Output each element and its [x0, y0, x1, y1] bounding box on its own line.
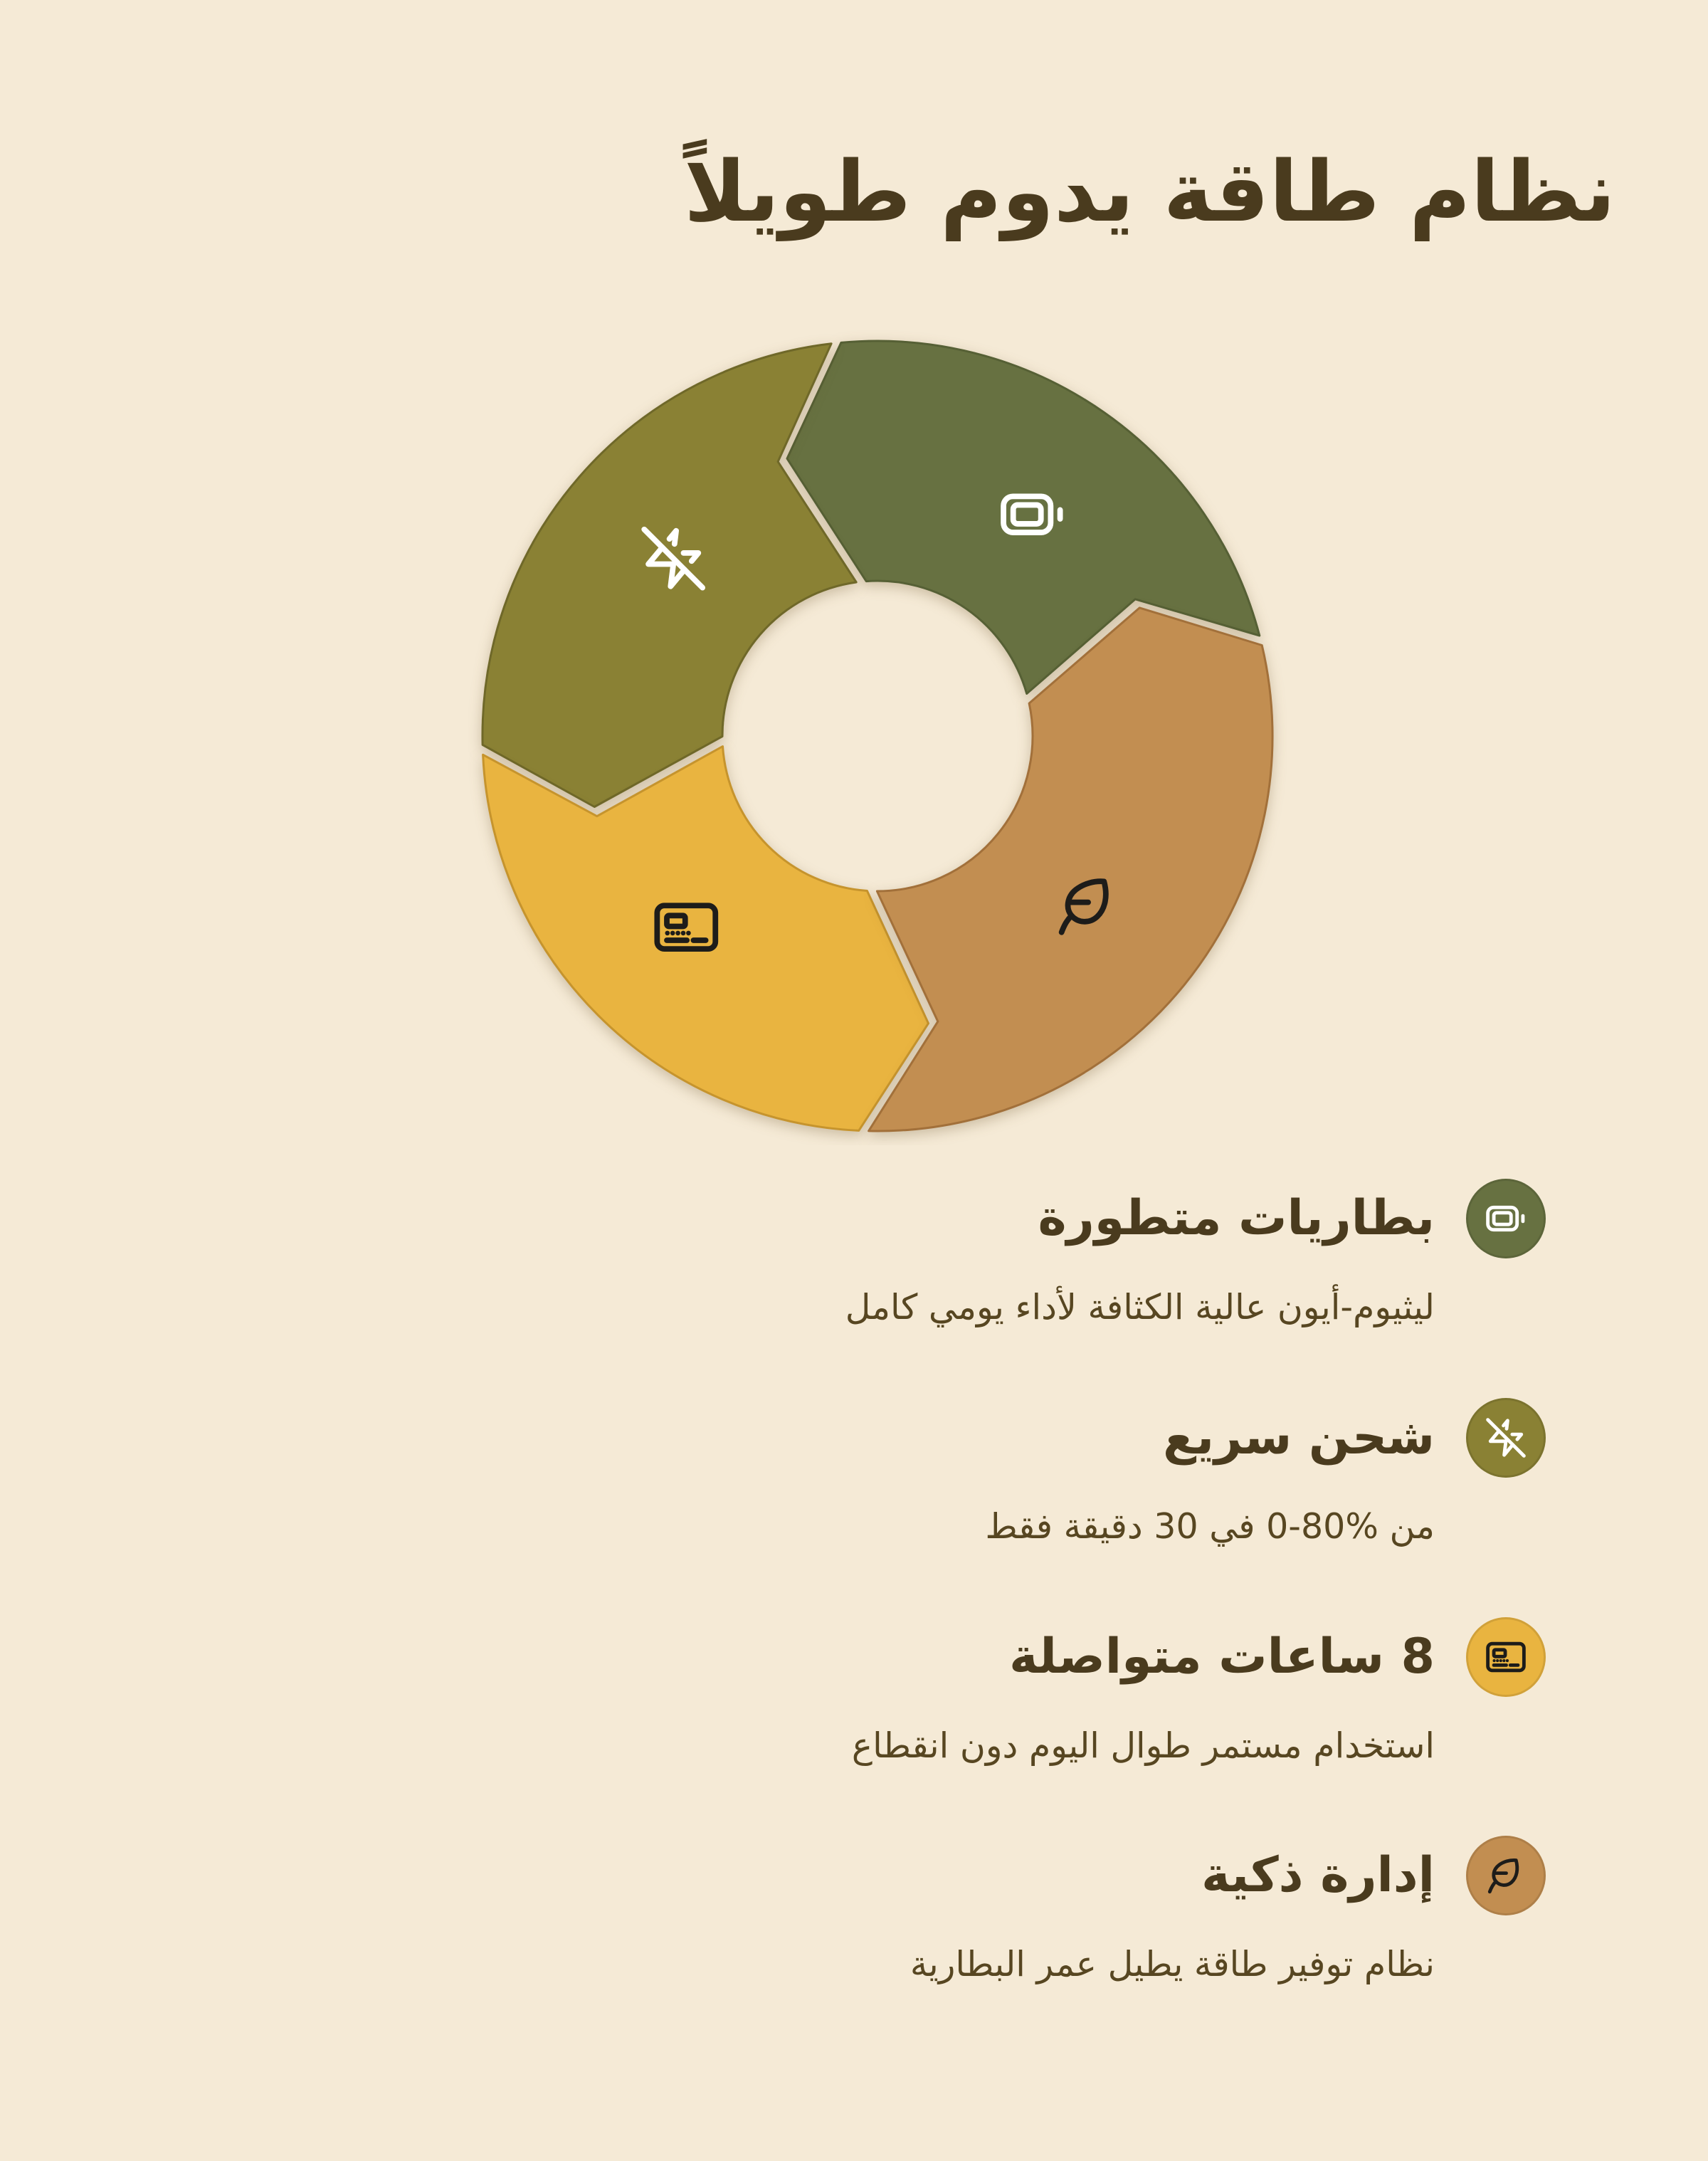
feature-subtitle: ليثيوم-أيون عالية الكثافة لأداء يومي كام… [845, 1287, 1435, 1327]
zap-off-icon [1486, 1418, 1526, 1458]
leaf-icon [1058, 878, 1109, 935]
segment-leaf [868, 606, 1274, 1132]
page-title: نظام طاقة يدوم طويلاً [684, 142, 1616, 241]
feature-title: بطاريات متطورة [1038, 1189, 1435, 1246]
meter-icon [1486, 1641, 1526, 1672]
feature-badge [1466, 1179, 1546, 1258]
feature-item: إدارة ذكية نظام توفير طاقة يطيل عمر البط… [656, 1836, 1546, 1986]
zap-off-icon [641, 526, 706, 591]
feature-item: بطاريات متطورة ليثيوم-أيون عالية الكثافة… [656, 1179, 1546, 1329]
segment-battery [786, 340, 1261, 695]
feature-badge [1466, 1616, 1546, 1697]
feature-title: شحن سريع [1163, 1409, 1435, 1466]
battery-icon [1001, 493, 1063, 535]
meter-icon [654, 903, 719, 952]
cycle-diagram [468, 327, 1287, 1145]
feature-title: 8 ساعات متواصلة [1009, 1628, 1435, 1685]
feature-item: 8 ساعات متواصلة استخدام مستمر طوال اليوم… [656, 1616, 1546, 1767]
feature-item: شحن سريع من %80-0 في 30 دقيقة فقط [656, 1397, 1546, 1548]
battery-icon [1486, 1205, 1525, 1232]
feature-subtitle: استخدام مستمر طوال اليوم دون انقطاع [851, 1725, 1435, 1766]
feature-badge [1466, 1836, 1546, 1916]
feature-subtitle: من %80-0 في 30 دقيقة فقط [985, 1505, 1435, 1547]
leaf-icon [1487, 1858, 1519, 1894]
feature-badge [1466, 1397, 1546, 1478]
feature-title: إدارة ذكية [1201, 1847, 1435, 1904]
feature-list: بطاريات متطورة ليثيوم-أيون عالية الكثافة… [656, 1179, 1546, 2055]
feature-subtitle: نظام توفير طاقة يطيل عمر البطارية [910, 1944, 1435, 1985]
cycle-diagram-svg [481, 340, 1274, 1132]
